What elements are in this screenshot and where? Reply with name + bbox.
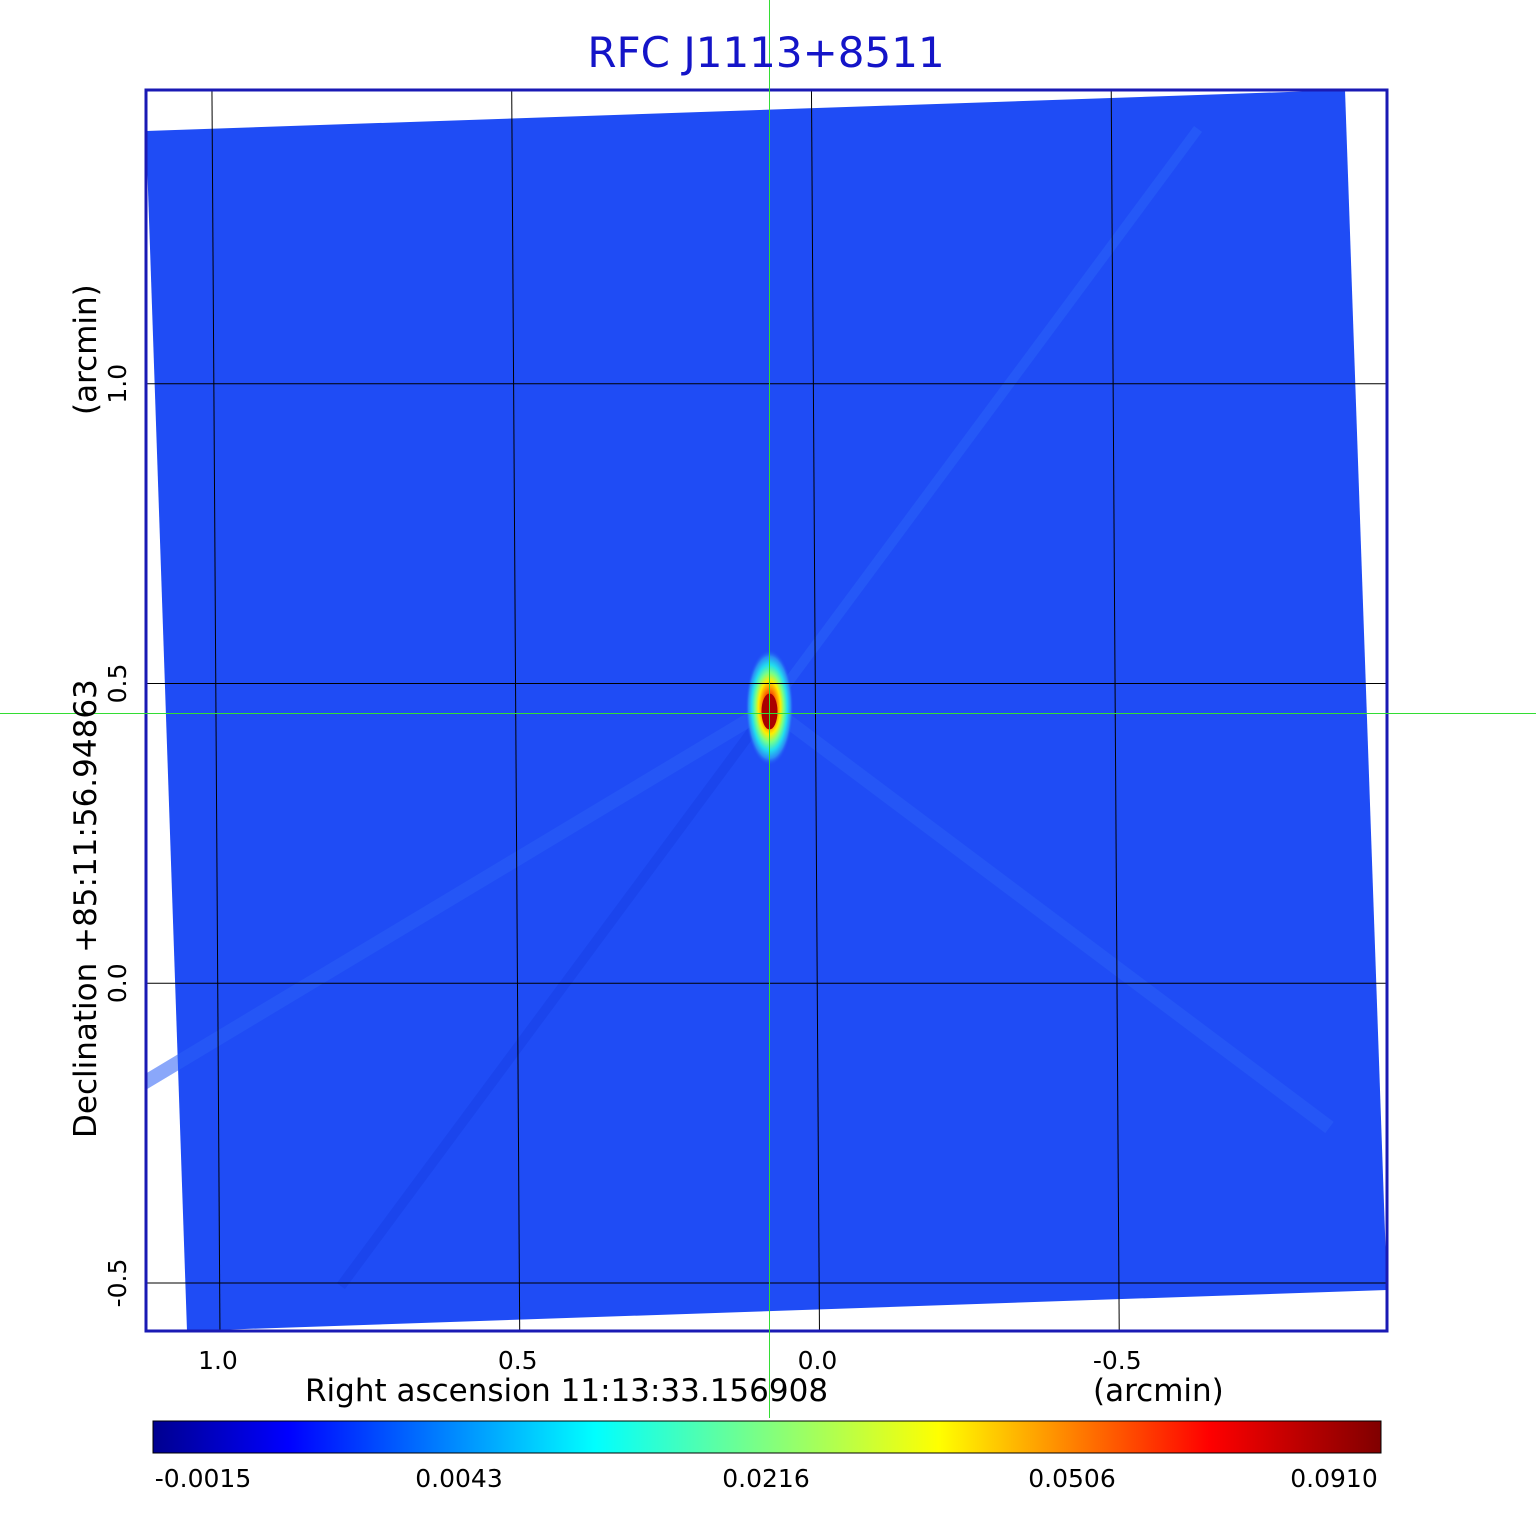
colorbar-tick-label: -0.0015: [155, 1464, 252, 1493]
colorbar-tick-label: 0.0910: [1290, 1464, 1377, 1493]
colorbar-tick-label: 0.0043: [415, 1464, 502, 1493]
sidelobe-streak-3: [765, 701, 1334, 1134]
sidelobe-streak-1: [336, 704, 774, 1290]
chart-title: RFC J1113+8511: [587, 28, 944, 77]
colorbar-tick-labels: -0.0015 0.0043 0.0216 0.0506 0.0910: [155, 1464, 1378, 1493]
y-tick-label: -0.5: [103, 1259, 132, 1308]
x-tick-label: 0.5: [498, 1346, 538, 1375]
y-axis-unit: (arcmin): [68, 284, 104, 415]
grid-line-x-2: [810, 90, 820, 1331]
y-tick-label: 1.0: [103, 364, 132, 404]
y-tick-labels: 1.0 0.5 0.0 -0.5: [103, 364, 132, 1308]
x-tick-label: 0.0: [798, 1346, 838, 1375]
x-axis-label: Right ascension 11:13:33.156908: [305, 1373, 828, 1409]
colorbar-tick-label: 0.0506: [1028, 1464, 1115, 1493]
grid-line-x-1: [511, 90, 521, 1331]
grid-line-x-3: [1110, 90, 1120, 1331]
x-tick-label: -0.5: [1093, 1346, 1142, 1375]
x-axis-unit: (arcmin): [1093, 1373, 1224, 1409]
colorbar-tick-label: 0.0216: [722, 1464, 809, 1493]
sidelobe-streak-0: [765, 125, 1203, 711]
grid-layer: [146, 90, 1387, 1331]
plot-frame: [144, 88, 1389, 1333]
x-tick-label: 1.0: [198, 1346, 238, 1375]
grid-line-x-0: [211, 90, 221, 1331]
y-axis-label: Declination +85:11:56.94863: [68, 679, 104, 1138]
image-layer: [146, 90, 1387, 1331]
sidelobe-streak-2: [146, 701, 774, 1090]
y-tick-label: 0.5: [103, 664, 132, 704]
x-tick-labels: 1.0 0.5 0.0 -0.5: [198, 1346, 1142, 1375]
colorbar: [152, 1420, 1382, 1454]
crosshair-layer: [0, 0, 1536, 1418]
y-tick-label: 0.0: [103, 963, 132, 1003]
